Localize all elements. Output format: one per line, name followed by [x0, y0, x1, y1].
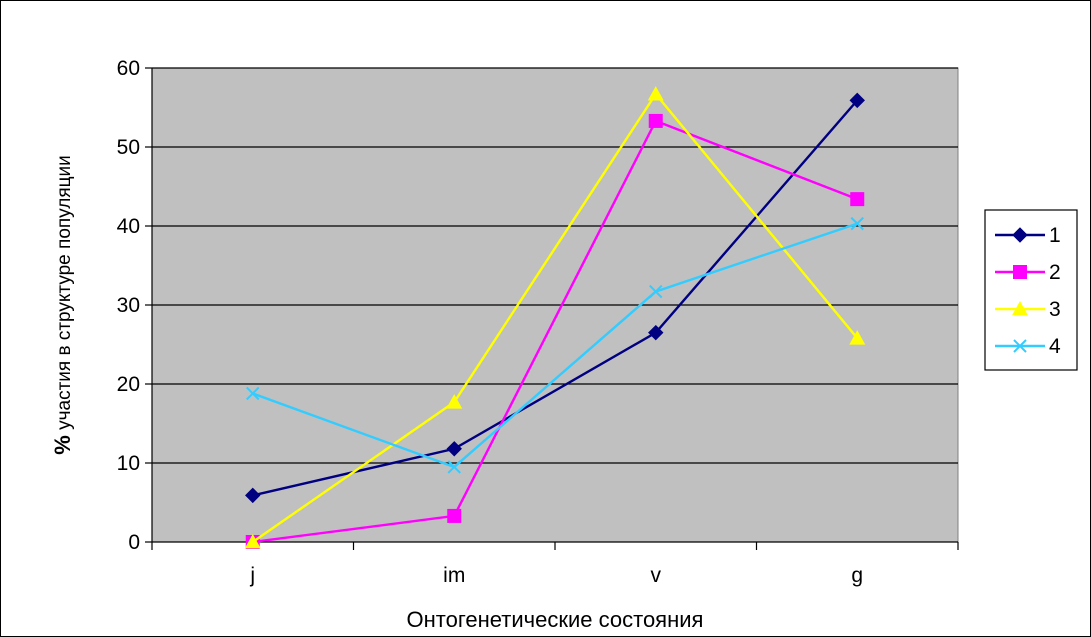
data-point-2 [850, 192, 865, 207]
y-tick-label: 50 [117, 136, 140, 159]
x-marker-stroke [447, 460, 461, 474]
y-tick-label: 30 [117, 294, 140, 317]
legend-item-4: 4 [995, 335, 1061, 358]
gridlines [152, 67, 958, 464]
y-tick-label: 60 [117, 57, 140, 80]
y-axis-title-text: участия в структуре популяции [54, 155, 75, 435]
series-line-3 [252, 92, 859, 543]
x-axis-title: Онтогенетические состояния [407, 607, 704, 632]
y-tick-label: 20 [117, 373, 140, 396]
x-marker-stroke [1013, 339, 1027, 353]
data-point-2 [648, 113, 663, 128]
data-point-1 [245, 487, 261, 504]
legend-box [984, 209, 1078, 371]
series-3 [244, 86, 866, 549]
legend-item-1: 1 [995, 224, 1061, 247]
series-line-2 [252, 119, 858, 544]
x-marker-stroke [246, 386, 260, 401]
x-tick-label: im [443, 564, 465, 587]
axes: 0 10 20 30 40 50 60 j im v g [117, 57, 959, 587]
y-axis-title-percent: % [50, 435, 75, 455]
data-point-3 [647, 86, 664, 101]
y-tick-label: 10 [117, 452, 140, 475]
data-point-1 [446, 441, 462, 457]
legend-label: 2 [1049, 261, 1061, 284]
data-point-4 [649, 284, 663, 299]
legend-marker [1012, 301, 1028, 316]
legend: 1 2 3 4 [984, 209, 1078, 371]
data-point-1 [849, 92, 865, 109]
data-point-4 [246, 386, 260, 401]
data-point-4 [447, 460, 461, 474]
data-point-3 [244, 534, 261, 549]
series-group [244, 86, 866, 549]
legend-item-3: 3 [995, 298, 1061, 321]
y-axis-title: % участия в структуре популяции [50, 155, 75, 454]
data-point-4 [850, 216, 864, 231]
legend-label: 4 [1049, 335, 1061, 358]
x-marker-stroke [850, 216, 864, 231]
data-point-2 [447, 508, 462, 523]
series-4 [246, 216, 864, 474]
x-marker-stroke [649, 284, 663, 299]
legend-marker [1012, 227, 1028, 243]
series-2 [245, 113, 865, 549]
legend-marker [1013, 339, 1027, 353]
data-point-1 [648, 324, 664, 341]
x-tick-label: g [851, 564, 863, 587]
legend-item-2: 2 [995, 261, 1061, 284]
y-tick-label: 0 [128, 531, 140, 554]
legend-marker [1013, 265, 1027, 279]
x-tick-label: v [651, 564, 662, 587]
legend-label: 3 [1049, 298, 1061, 321]
legend-label: 1 [1049, 224, 1061, 247]
x-tick-label: j [249, 564, 255, 587]
series-line-4 [252, 222, 858, 469]
data-point-3 [446, 394, 463, 409]
y-tick-label: 40 [117, 215, 140, 238]
data-point-3 [849, 330, 866, 345]
